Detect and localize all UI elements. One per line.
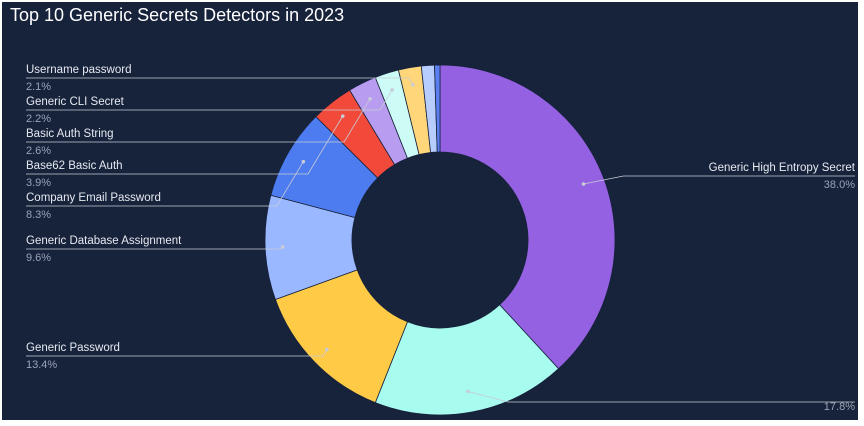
label-value: 8.3% xyxy=(26,209,51,221)
label-name: Generic High Entropy Secret xyxy=(709,162,856,174)
leader-line xyxy=(583,175,855,185)
label-name: Company Email Password xyxy=(26,192,161,204)
label-value: 2.6% xyxy=(26,145,51,157)
leader-dot xyxy=(390,88,394,92)
label-name: Generic Password xyxy=(26,342,120,354)
leader-line xyxy=(26,349,328,357)
leader-dot xyxy=(411,83,415,87)
leader-line xyxy=(26,89,393,111)
leader-line xyxy=(467,391,855,403)
leader-dot xyxy=(466,389,470,394)
leader-dot xyxy=(301,159,306,164)
leader-line xyxy=(26,77,414,86)
leader-dot xyxy=(368,97,372,101)
chart-title: Top 10 Generic Secrets Detectors in 2023 xyxy=(10,5,344,25)
label-name: Basic Auth String xyxy=(26,128,114,140)
donut-slice xyxy=(434,64,441,153)
label-name: Username password xyxy=(26,64,131,76)
donut-slice xyxy=(439,64,616,370)
label-name: Base62 Basic Auth xyxy=(26,160,123,172)
label-name: Generic Database Assignment xyxy=(26,235,182,247)
leader-line xyxy=(26,98,371,143)
leader-dot xyxy=(325,347,329,352)
leader-dot xyxy=(581,182,586,186)
labels: Generic High Entropy Secret 38.0% 17.8% Gen… xyxy=(26,64,856,413)
label-name: Generic CLI Secret xyxy=(26,96,125,108)
label-value: 3.9% xyxy=(26,177,51,189)
label-value: 13.4% xyxy=(26,359,57,371)
donut-slice xyxy=(374,304,560,416)
leader-line xyxy=(26,115,344,175)
leader-line xyxy=(26,161,304,207)
label-value: 9.6% xyxy=(26,252,51,264)
leader-dot xyxy=(340,114,345,118)
label-value: 38.0% xyxy=(824,179,855,191)
label-value: 2.2% xyxy=(26,113,51,125)
leader-dot xyxy=(280,245,285,249)
label-value: 2.1% xyxy=(26,81,51,93)
label-value: 17.8% xyxy=(824,401,855,413)
